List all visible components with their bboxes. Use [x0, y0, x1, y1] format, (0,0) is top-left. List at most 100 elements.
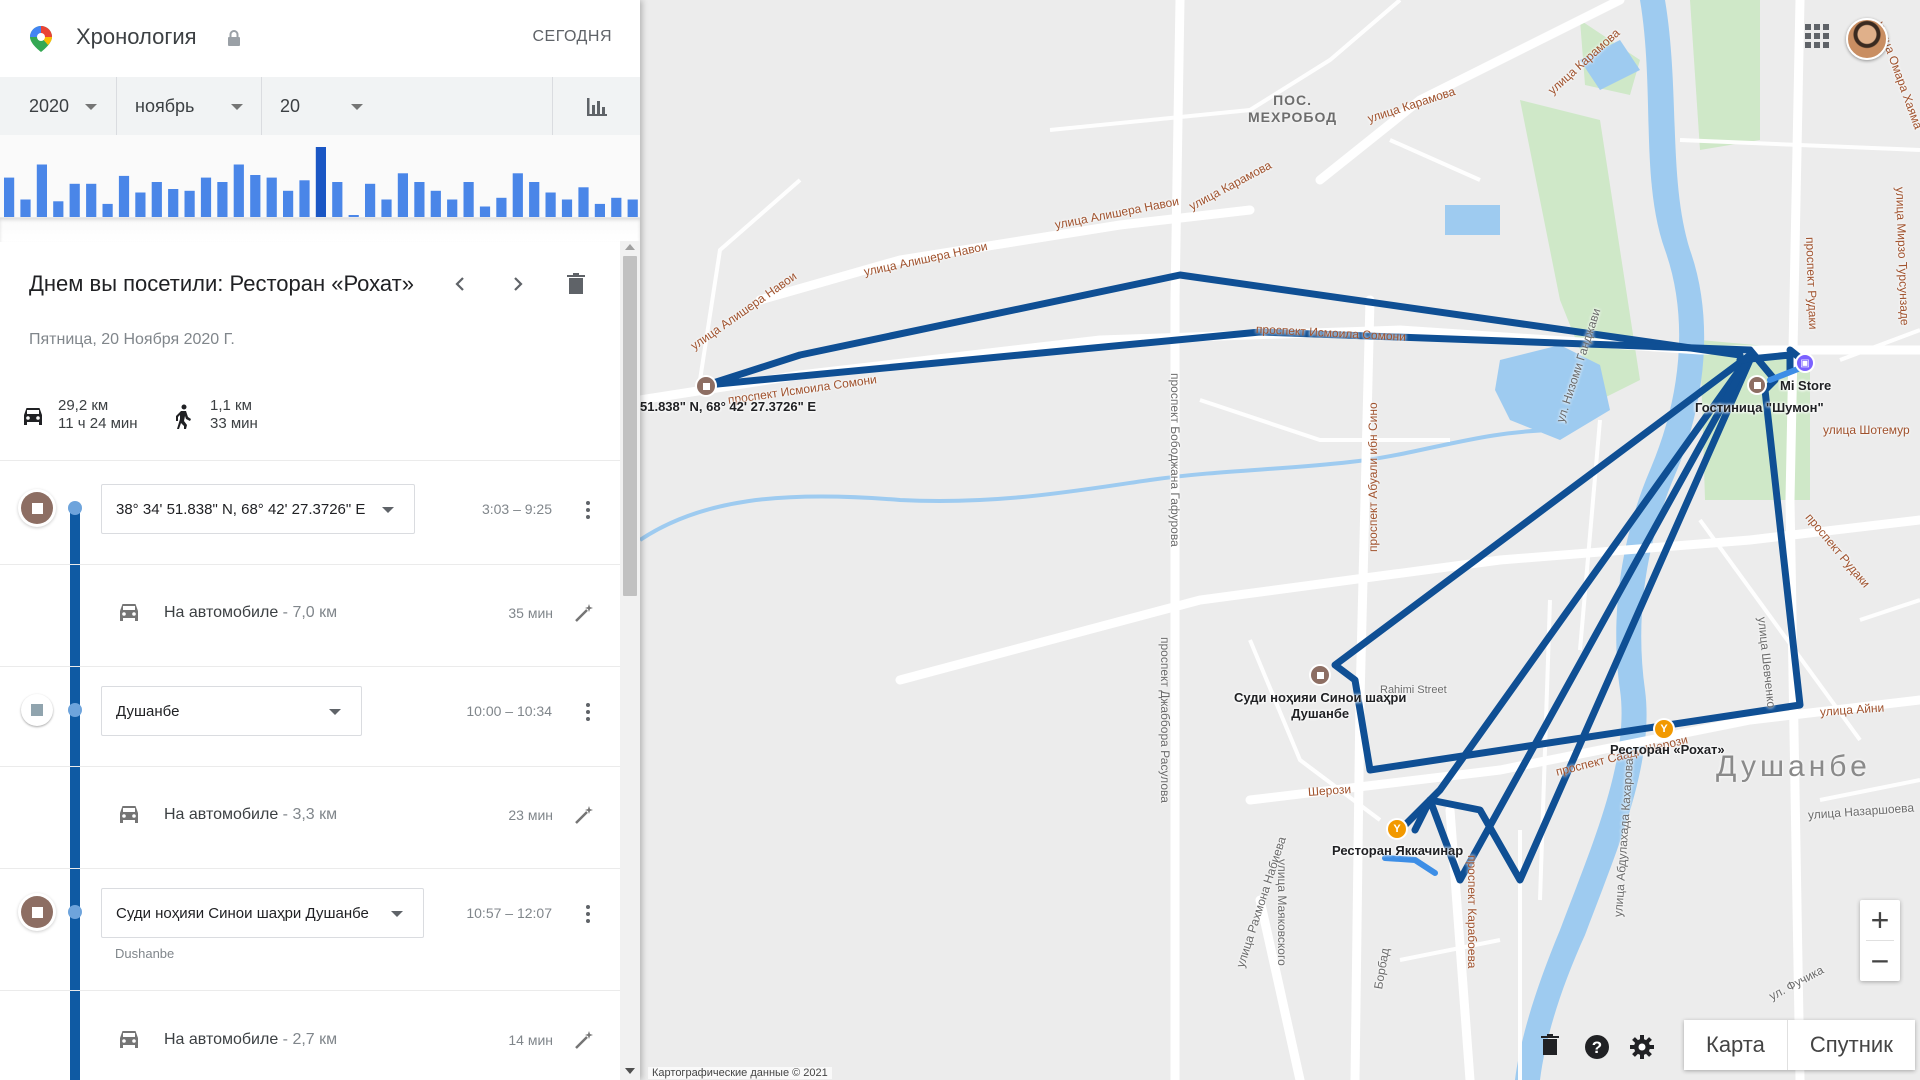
histogram-bar[interactable] [496, 197, 507, 218]
restaurant-icon[interactable]: Y [1388, 820, 1406, 838]
histogram-bar[interactable] [53, 201, 64, 218]
histogram-bar[interactable] [118, 175, 130, 217]
histogram-bar[interactable] [414, 182, 425, 217]
segment-duration: 35 мин [508, 605, 553, 621]
histogram-bar[interactable] [266, 177, 277, 217]
segment-label: На автомобиле - 3,3 км [164, 806, 338, 823]
street-label: проспект Карабоева [1465, 855, 1479, 969]
histogram-bar[interactable] [135, 192, 146, 218]
histogram-bar[interactable] [283, 190, 294, 218]
place-marker[interactable] [1749, 377, 1765, 393]
car-distance: 29,2 км [58, 397, 109, 414]
histogram-bar[interactable] [217, 182, 228, 217]
dropdown-arrow-icon [329, 709, 341, 715]
map-type-satellite-button[interactable]: Спутник [1786, 1020, 1915, 1070]
histogram-bar[interactable] [512, 173, 523, 218]
histogram-bar[interactable] [86, 183, 97, 218]
settings-gear-icon[interactable] [1629, 1034, 1655, 1060]
histogram-bar[interactable] [348, 215, 359, 217]
walking-icon [174, 404, 192, 435]
histogram-bar[interactable] [250, 175, 261, 217]
city-label: Душанбе [1716, 750, 1871, 783]
histogram-bar[interactable] [69, 183, 80, 218]
place-select[interactable]: Суди ноҳияи Синои шаҳри Душанбе [101, 888, 424, 938]
walk-stats: 1,1 км 33 мин [210, 397, 258, 433]
histogram-bar[interactable] [332, 182, 343, 217]
year-select[interactable]: 2020 [29, 77, 97, 135]
histogram-bar[interactable] [168, 189, 179, 217]
histogram-bar[interactable] [151, 182, 162, 217]
place-icon [21, 694, 53, 726]
park-area [1700, 340, 1810, 500]
histogram-bar[interactable] [545, 192, 556, 218]
avatar[interactable] [1846, 18, 1888, 60]
histogram-bar[interactable] [20, 199, 31, 218]
apps-grid-icon[interactable] [1805, 24, 1829, 48]
histogram-bar[interactable] [4, 177, 15, 217]
map-type-map-button[interactable]: Карта [1706, 1032, 1765, 1057]
histogram-bar[interactable] [299, 180, 310, 218]
shopping-bag-icon[interactable]: ▣ [1797, 355, 1813, 371]
histogram-bar[interactable] [315, 147, 326, 217]
histogram-bar[interactable] [233, 164, 244, 218]
edit-wand-icon[interactable] [573, 804, 595, 826]
place-marker[interactable] [1311, 666, 1329, 684]
histogram-bar[interactable] [561, 199, 573, 218]
walk-distance: 1,1 км [210, 397, 252, 414]
histogram-bar[interactable] [397, 173, 408, 218]
histogram-bar[interactable] [200, 177, 212, 217]
day-select[interactable]: 20 [280, 77, 363, 135]
street-label: проспект Абуали ибн Сино [1366, 402, 1380, 552]
previous-day-button[interactable] [445, 269, 475, 299]
place-address: Dushanbe [115, 946, 175, 961]
histogram-bar[interactable] [463, 182, 474, 217]
histogram-bar[interactable] [594, 203, 605, 217]
car-icon [116, 804, 142, 831]
histogram-bar[interactable] [36, 164, 47, 218]
histogram-bar[interactable] [381, 199, 392, 218]
park-area [1690, 0, 1760, 150]
today-button[interactable]: СЕГОДНЯ [532, 28, 612, 45]
zoom-out-button[interactable]: − [1870, 943, 1890, 979]
scrollbar-thumb[interactable] [623, 256, 637, 596]
edit-wand-icon[interactable] [573, 1029, 595, 1051]
histogram-bar[interactable] [611, 197, 622, 218]
histogram-bar[interactable] [102, 203, 113, 217]
more-options-button[interactable] [578, 902, 598, 926]
scroll-up-arrow-icon[interactable] [625, 244, 635, 250]
histogram-bar[interactable] [447, 199, 458, 218]
delete-day-button[interactable] [561, 269, 591, 299]
month-select[interactable]: ноябрь [135, 77, 243, 135]
scroll-down-arrow-icon[interactable] [625, 1068, 635, 1074]
edit-wand-icon[interactable] [573, 602, 595, 624]
park-area [1520, 100, 1640, 400]
activity-histogram[interactable] [0, 135, 640, 218]
next-day-button[interactable] [503, 269, 533, 299]
histogram-bar[interactable] [184, 190, 195, 218]
more-options-button[interactable] [578, 498, 598, 522]
place-select[interactable]: 38° 34' 51.838" N, 68° 42' 27.3726" E [101, 484, 415, 534]
histogram-bar[interactable] [430, 190, 441, 218]
histogram-bar[interactable] [578, 187, 589, 218]
segment-label: На автомобиле - 2,7 км [164, 1031, 338, 1048]
more-options-button[interactable] [578, 700, 598, 724]
street-label: Rahimi Street [1380, 684, 1447, 696]
place-select[interactable]: Душанбе [101, 686, 362, 736]
trash-icon[interactable] [1541, 1034, 1567, 1060]
histogram-bar[interactable] [479, 206, 491, 218]
zoom-control: + − [1860, 900, 1900, 981]
lock-icon [227, 30, 241, 51]
place-name: 38° 34' 51.838" N, 68° 42' 27.3726" E [116, 500, 366, 518]
car-duration: 11 ч 24 мин [58, 415, 138, 432]
place-marker[interactable] [697, 377, 715, 395]
bar-chart-button[interactable] [552, 77, 640, 135]
dropdown-arrow-icon [391, 911, 403, 917]
histogram-bar[interactable] [365, 183, 376, 218]
histogram-bar[interactable] [529, 182, 540, 217]
map-copyright: Картографические данные © 2021 [648, 1067, 832, 1079]
dropdown-arrow-icon [382, 507, 394, 513]
restaurant-icon[interactable]: Y [1655, 720, 1673, 738]
help-icon[interactable]: ? [1584, 1034, 1610, 1060]
histogram-bar[interactable] [627, 199, 638, 218]
zoom-in-button[interactable]: + [1870, 902, 1890, 938]
